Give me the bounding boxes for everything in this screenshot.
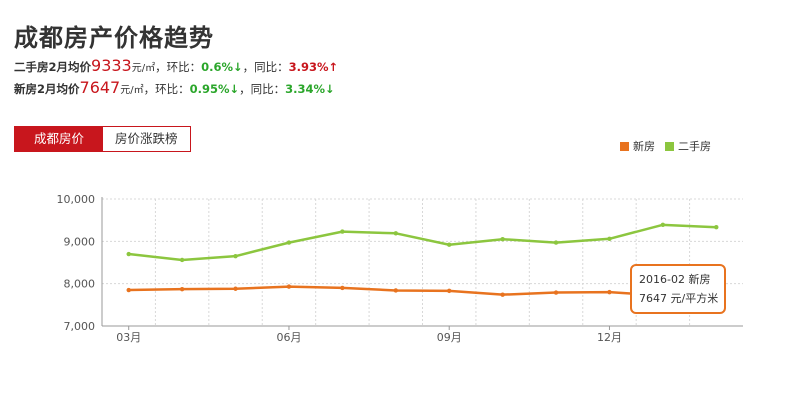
y-tick-label: 8,000 (64, 278, 96, 291)
new-house-hb-label: ，环比： (143, 82, 190, 96)
y-tick-label: 10,000 (57, 193, 96, 206)
data-point-second-hand (126, 251, 131, 257)
data-point-new-house (393, 288, 398, 293)
chart-tabs: 成都房价 房价涨跌榜 (14, 126, 191, 152)
new-house-unit: 元/㎡ (120, 85, 144, 96)
second-hand-price: 9333 (91, 56, 132, 75)
data-point-second-hand (340, 229, 345, 234)
data-point-second-hand (179, 257, 185, 263)
data-point-second-hand (447, 242, 452, 247)
x-tick-label: 09月 (437, 331, 462, 344)
chart-tooltip: 2016-02 新房 7647 元/平方米 (630, 264, 726, 314)
page-title: 成都房产价格趋势 (14, 24, 214, 52)
new-house-tb-value: 3.34%↓ (285, 82, 335, 96)
data-point-second-hand (393, 231, 398, 236)
new-house-price: 7647 (79, 78, 121, 97)
data-point-second-hand (500, 237, 505, 242)
legend-label-new-house: 新房 (633, 140, 655, 153)
data-point-new-house (500, 292, 505, 297)
new-house-tb-label: ，同比： (239, 82, 286, 96)
x-tick-label: 12月 (597, 331, 622, 344)
data-point-new-house (340, 285, 345, 291)
x-tick-label: 03月 (116, 331, 141, 344)
y-tick-label: 7,000 (64, 320, 96, 333)
legend-label-second-hand: 二手房 (678, 140, 711, 153)
second-hand-tb-value: 3.93%↑ (288, 60, 339, 74)
legend-item-second-hand[interactable]: 二手房 (665, 138, 711, 154)
x-tick-label: 06月 (276, 331, 301, 344)
second-hand-unit: 元/㎡ (131, 63, 156, 74)
data-point-new-house (553, 290, 559, 295)
new-house-price-summary: 新房2月均价7647元/㎡，环比：0.95%↓，同比：3.34%↓ (14, 78, 335, 97)
data-point-new-house (607, 289, 612, 295)
data-point-second-hand (660, 222, 666, 228)
tooltip-line-1: 2016-02 新房 (639, 273, 711, 286)
tab-city-price[interactable]: 成都房价 (15, 127, 103, 151)
legend-swatch-second-hand (665, 141, 674, 151)
data-point-second-hand (233, 253, 238, 259)
chart-legend: 新房 二手房 (620, 138, 721, 154)
new-house-hb-value: 0.95%↓ (189, 82, 240, 96)
data-point-new-house (286, 284, 292, 289)
new-house-label: 新房2月均价 (14, 82, 80, 96)
data-point-second-hand (714, 225, 719, 230)
data-point-new-house (179, 286, 185, 292)
series-line-new-house (128, 285, 717, 300)
data-point-second-hand (607, 236, 612, 241)
tooltip-line-2: 7647 元/平方米 (639, 292, 719, 305)
second-hand-price-summary: 二手房2月均价9333元/㎡，环比：0.6%↓，同比：3.93%↑ (14, 56, 338, 75)
second-hand-hb-value: 0.6%↓ (201, 60, 243, 74)
second-hand-hb-label: ，环比： (155, 60, 202, 74)
series-line-second-hand (128, 223, 717, 262)
legend-item-new-house[interactable]: 新房 (620, 138, 655, 154)
data-point-second-hand (553, 240, 559, 245)
tab-price-ranking[interactable]: 房价涨跌榜 (103, 127, 190, 151)
second-hand-label: 二手房2月均价 (14, 60, 92, 74)
second-hand-tb-label: ，同比： (242, 60, 289, 74)
data-point-second-hand (286, 240, 292, 245)
data-point-new-house (447, 288, 452, 294)
y-tick-label: 9,000 (64, 235, 96, 248)
data-point-new-house (126, 287, 131, 293)
data-point-new-house (233, 286, 238, 291)
legend-swatch-new-house (620, 141, 629, 151)
